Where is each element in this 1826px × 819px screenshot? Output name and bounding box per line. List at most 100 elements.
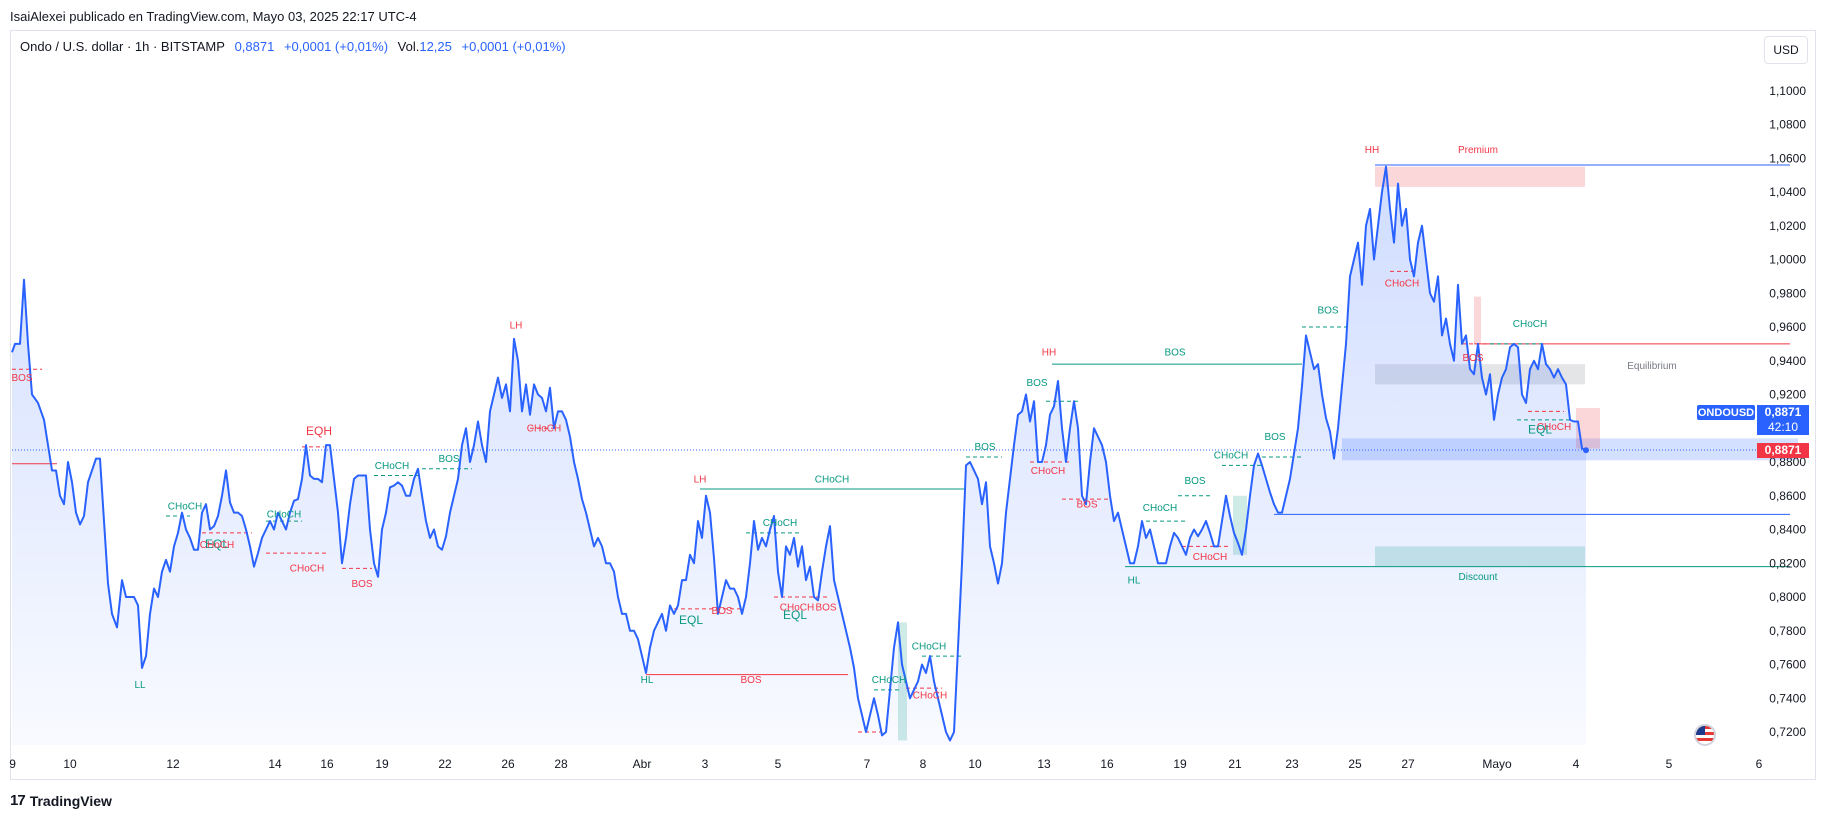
legend-vol-value: 12,25	[419, 39, 452, 54]
legend-vol-change: +0,0001 (+0,01%)	[461, 39, 566, 54]
annotation-label-choch: CHoCH	[1537, 422, 1571, 433]
publisher-line: IsaiAlexei publicado en TradingView.com,…	[10, 9, 417, 24]
annotation-label-hl: HL	[641, 675, 654, 686]
price-tag-alt	[1757, 443, 1809, 459]
annotation-label-choch: CHoCH	[780, 603, 814, 614]
annotation-label-ll: LL	[134, 680, 146, 691]
y-tick-label: 0,9400	[1769, 354, 1806, 368]
annotation-label-eql: EQL	[205, 537, 229, 551]
x-tick-label: 10	[63, 757, 77, 771]
annotation-label-bos: BOS	[438, 454, 459, 465]
annotation-label-bos: BOS	[11, 373, 32, 384]
currency-button[interactable]: USD	[1764, 36, 1808, 64]
price-tag	[1757, 405, 1809, 436]
y-tick-label: 0,7400	[1769, 691, 1806, 705]
annotation-label-choch: CHoCH	[1193, 552, 1227, 563]
us-flag-icon[interactable]	[1694, 724, 1716, 746]
legend-vol-label: Vol.	[397, 39, 420, 54]
x-tick-label: 9	[9, 757, 16, 771]
annotation-label-equilibrium: Equilibrium	[1627, 361, 1676, 372]
x-tick-label: 28	[554, 757, 568, 771]
price-area	[12, 166, 1586, 745]
legend-price: 0,8871	[234, 39, 275, 54]
annotation-label-hh: HH	[1042, 348, 1056, 359]
annotation-label-bos: BOS	[1026, 378, 1047, 389]
annotation-label-bos: BOS	[1184, 476, 1205, 487]
annotation-label-eqh: EQH	[306, 424, 332, 438]
annotation-label-bos: BOS	[351, 579, 372, 590]
y-tick-label: 0,9200	[1769, 388, 1806, 402]
annotation-label-premium: Premium	[1458, 145, 1498, 156]
annotation-label-choch: CHoCH	[872, 675, 906, 686]
symbol-tag-label: ONDOUSD	[1698, 407, 1754, 419]
y-tick-label: 0,8000	[1769, 590, 1806, 604]
y-tick-label: 0,7800	[1769, 624, 1806, 638]
x-tick-label: 25	[1348, 757, 1362, 771]
x-tick-label: 6	[1756, 757, 1763, 771]
y-tick-label: 1,1000	[1769, 84, 1806, 98]
zone-4	[1474, 296, 1481, 344]
x-tick-label: 4	[1573, 757, 1580, 771]
annotation-label-choch: CHoCH	[815, 474, 849, 485]
annotation-label-choch: CHoCH	[375, 461, 409, 472]
annotation-label-choch: CHoCH	[1214, 451, 1248, 462]
annotation-label-bos: BOS	[974, 442, 995, 453]
y-tick-label: 0,7200	[1769, 725, 1806, 739]
annotation-label-choch: CHoCH	[1031, 466, 1065, 477]
annotation-label-eql: EQL	[1528, 422, 1552, 436]
tradingview-logo-text: TradingView	[29, 792, 112, 809]
x-tick-label: 5	[775, 757, 782, 771]
x-tick-label: 14	[268, 757, 282, 771]
chart-frame	[10, 30, 1816, 780]
y-tick-label: 0,7600	[1769, 658, 1806, 672]
annotation-label-bos: BOS	[1164, 348, 1185, 359]
annotation-label-choch: CHoCH	[1385, 279, 1419, 290]
x-tick-label: 8	[920, 757, 927, 771]
x-tick-label: Abr	[633, 757, 652, 771]
annotation-label-bos: BOS	[815, 603, 836, 614]
price-series-line	[11, 165, 1587, 742]
price-tag-alt-value: 0,8871	[1765, 443, 1802, 457]
annotation-label-choch: CHoCH	[912, 641, 946, 652]
x-tick-label: 26	[501, 757, 515, 771]
annotation-label-choch: CHoCH	[290, 564, 324, 575]
annotation-label-choch: CHoCH	[1143, 503, 1177, 514]
x-tick-label: 22	[438, 757, 452, 771]
annotation-label-lh: LH	[694, 474, 707, 485]
annotation-label-bos: BOS	[1317, 306, 1338, 317]
annotation-label-lh: LH	[510, 321, 523, 332]
x-tick-label: 5	[1666, 757, 1673, 771]
x-tick-label: 27	[1401, 757, 1415, 771]
tradingview-logo[interactable]: 17 TradingView	[10, 792, 112, 809]
symbol-tag	[1697, 405, 1755, 421]
x-tick-label: Mayo	[1482, 757, 1512, 771]
annotation-label-bos: BOS	[711, 606, 732, 617]
legend: Ondo / U.S. dollar · 1h · BITSTAMP 0,887…	[20, 39, 566, 54]
x-tick-label: 16	[320, 757, 334, 771]
x-tick-label: 10	[968, 757, 982, 771]
x-tick-label: 19	[1173, 757, 1187, 771]
price-tag-value: 0,8871	[1765, 405, 1802, 419]
y-tick-label: 0,9800	[1769, 286, 1806, 300]
x-tick-label: 21	[1228, 757, 1242, 771]
annotation-label-bos: BOS	[1264, 432, 1285, 443]
annotation-label-choch: CHoCH	[168, 501, 202, 512]
x-tick-label: 13	[1037, 757, 1051, 771]
y-tick-label: 1,0200	[1769, 219, 1806, 233]
x-tick-label: 23	[1285, 757, 1299, 771]
y-tick-label: 0,9600	[1769, 320, 1806, 334]
x-tick-label: 19	[375, 757, 389, 771]
y-tick-label: 1,0800	[1769, 118, 1806, 132]
last-price-dot	[1583, 447, 1589, 454]
legend-change: +0,0001 (+0,01%)	[283, 39, 389, 54]
annotation-label-discount: Discount	[1459, 572, 1498, 583]
y-tick-label: 0,8600	[1769, 489, 1806, 503]
price-tag-countdown: 42:10	[1768, 420, 1798, 434]
x-tick-label: 7	[864, 757, 871, 771]
y-tick-label: 1,0400	[1769, 185, 1806, 199]
annotation-label-eql: EQL	[783, 608, 807, 622]
annotation-label-choch: CHoCH	[200, 540, 234, 551]
annotation-label-bos: BOS	[1076, 500, 1097, 511]
legend-symbol[interactable]: Ondo / U.S. dollar · 1h · BITSTAMP	[20, 39, 225, 54]
